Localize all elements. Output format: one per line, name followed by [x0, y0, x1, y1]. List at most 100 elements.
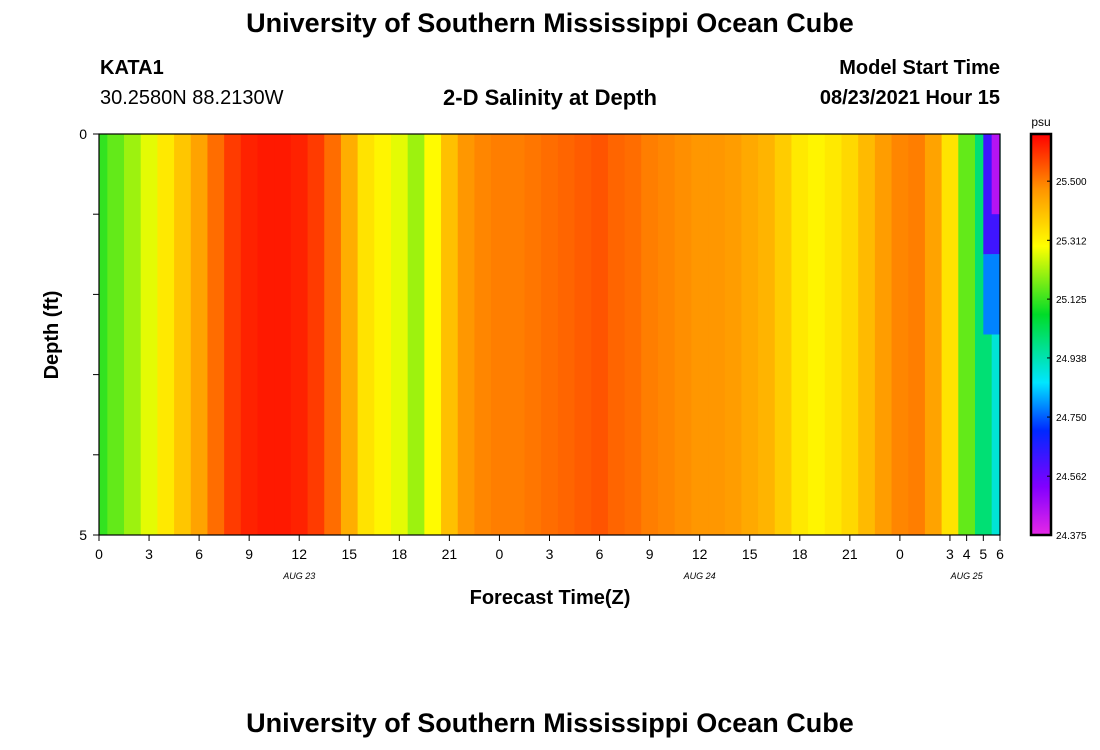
heatmap-column — [958, 134, 976, 535]
heatmap-column — [507, 134, 526, 535]
heatmap-column — [357, 134, 375, 535]
heatmap-column — [307, 134, 325, 535]
heatmap-column — [140, 134, 158, 535]
heatmap-column — [641, 134, 659, 535]
heatmap-column — [891, 134, 909, 535]
heatmap-column — [824, 134, 843, 535]
date-label: AUG 23 — [282, 571, 315, 581]
colorbar-tick-label: 25.500 — [1056, 177, 1087, 188]
x-tick-label: 12 — [692, 546, 708, 562]
heatmap-column — [708, 134, 726, 535]
heatmap-anomaly-cell — [983, 254, 1000, 335]
x-tick-label: 6 — [596, 546, 604, 562]
y-tick-label: 0 — [79, 126, 87, 142]
x-tick-label: 0 — [95, 546, 103, 562]
x-tick-label: 12 — [291, 546, 307, 562]
heatmap-column — [941, 134, 959, 535]
x-tick-label: 0 — [496, 546, 504, 562]
heatmap-column — [524, 134, 542, 535]
heatmap-column — [290, 134, 309, 535]
footer-title: University of Southern Mississippi Ocean… — [246, 708, 854, 738]
heatmap-column — [424, 134, 442, 535]
heatmap-column — [808, 134, 826, 535]
station-coordinates: 30.2580N 88.2130W — [100, 87, 284, 109]
heatmap-column — [390, 134, 409, 535]
heatmap-column — [674, 134, 692, 535]
heatmap-column — [107, 134, 125, 535]
heatmap-column — [691, 134, 709, 535]
heatmap-column — [324, 134, 342, 535]
heatmap-column — [557, 134, 576, 535]
heatmap-column — [724, 134, 742, 535]
heatmap-column — [340, 134, 359, 535]
x-tick-label: 0 — [896, 546, 904, 562]
heatmap-column — [474, 134, 492, 535]
heatmap-column — [791, 134, 809, 535]
x-tick-label: 21 — [442, 546, 458, 562]
model-start-value: 08/23/2021 Hour 15 — [819, 87, 1000, 109]
heatmap-anomaly-cell — [991, 134, 1000, 215]
x-tick-label: 18 — [792, 546, 808, 562]
station-id: KATA1 — [100, 57, 164, 79]
heatmap-column — [99, 134, 108, 535]
x-tick-label: 5 — [979, 546, 987, 562]
x-tick-label: 4 — [963, 546, 971, 562]
colorbar: 25.500 25.312 25.125 24.938 24.750 24.562 24.3… — [1029, 132, 1087, 542]
x-tick-label: 9 — [245, 546, 253, 562]
y-tick-label: 5 — [79, 527, 87, 543]
heatmap-column — [774, 134, 793, 535]
heatmap-column — [124, 134, 142, 535]
heatmap-column — [841, 134, 859, 535]
colorbar-tick-label: 24.938 — [1056, 354, 1087, 365]
heatmap-column — [190, 134, 209, 535]
colorbar-tick-label: 24.750 — [1056, 413, 1087, 424]
heatmap-column — [374, 134, 392, 535]
heatmap-column — [591, 134, 609, 535]
heatmap-column — [491, 134, 509, 535]
heatmap-column — [174, 134, 192, 535]
chart-title: 2-D Salinity at Depth — [443, 85, 657, 110]
date-label: AUG 25 — [950, 571, 984, 581]
heatmap-column — [657, 134, 676, 535]
colorbar-gradient — [1029, 132, 1053, 537]
heatmap-column — [240, 134, 259, 535]
x-tick-label: 15 — [341, 546, 357, 562]
heatmap-column — [924, 134, 943, 535]
x-tick-label: 21 — [842, 546, 858, 562]
heatmap-column — [441, 134, 459, 535]
colorbar-tick-label: 24.562 — [1056, 472, 1087, 483]
y-axis-label: Depth (ft) — [41, 291, 63, 380]
heatmap-column — [407, 134, 425, 535]
main-title: University of Southern Mississippi Ocean… — [246, 8, 854, 38]
heatmap-column — [758, 134, 776, 535]
heatmap-column — [874, 134, 893, 535]
colorbar-tick-label: 25.312 — [1056, 236, 1087, 247]
x-tick-label: 6 — [195, 546, 203, 562]
x-axis-label: Forecast Time(Z) — [470, 587, 631, 609]
colorbar-unit: psu — [1031, 115, 1050, 129]
heatmap-column — [157, 134, 175, 535]
heatmap-column — [858, 134, 876, 535]
x-tick-label: 15 — [742, 546, 758, 562]
heatmap-column — [624, 134, 642, 535]
heatmap-column — [607, 134, 626, 535]
heatmap-column — [207, 134, 225, 535]
heatmap-column — [741, 134, 759, 535]
colorbar-tick-label: 25.125 — [1056, 295, 1087, 306]
heatmap-column — [257, 134, 275, 535]
x-tick-label: 3 — [546, 546, 554, 562]
x-tick-label: 6 — [996, 546, 1004, 562]
model-start-label: Model Start Time — [839, 57, 1000, 79]
date-label: AUG 24 — [683, 571, 716, 581]
x-tick-label: 9 — [646, 546, 654, 562]
heatmap-column — [908, 134, 926, 535]
heatmap-column — [574, 134, 592, 535]
heatmap-column — [274, 134, 292, 535]
x-tick-label: 18 — [392, 546, 408, 562]
colorbar-tick-label: 24.375 — [1056, 531, 1087, 542]
heatmap-column — [224, 134, 242, 535]
x-tick-label: 3 — [145, 546, 153, 562]
heatmap-column — [457, 134, 476, 535]
